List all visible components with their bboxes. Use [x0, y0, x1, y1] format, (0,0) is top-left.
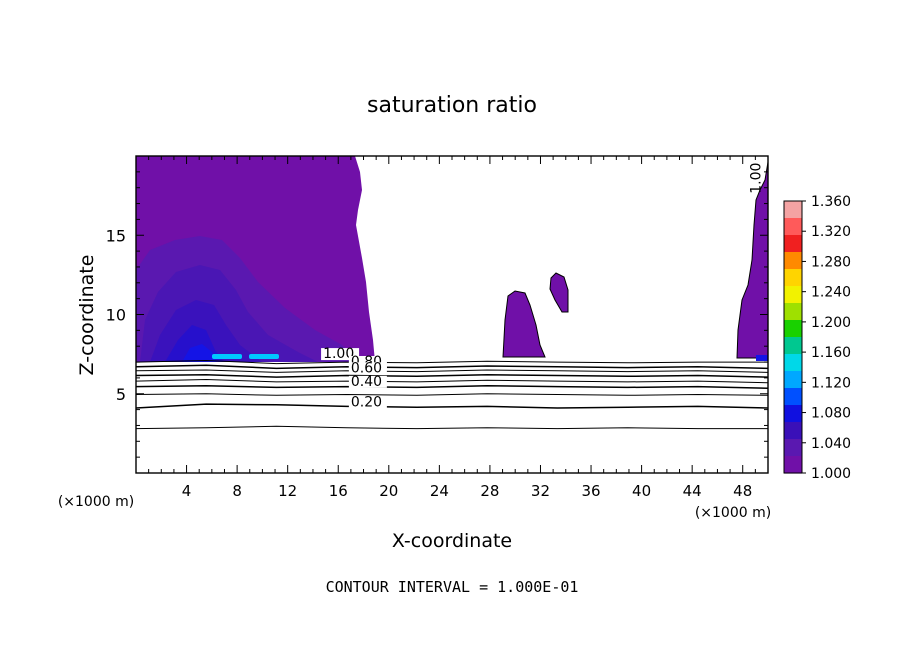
contour-lines	[136, 359, 768, 430]
x-tick-label: 32	[531, 482, 550, 500]
x-tick-label: 36	[581, 482, 600, 500]
y-tick-label: 5	[116, 385, 126, 404]
colorbar-swatch	[784, 201, 802, 219]
y-unit-label: (×1000 m)	[58, 494, 134, 510]
region-left-cyan-2	[249, 354, 279, 359]
region-right-blue	[756, 355, 768, 361]
contour-label-bg	[348, 396, 387, 409]
x-tick-label: 24	[430, 482, 449, 500]
contour-line	[136, 364, 768, 370]
contour-line	[136, 425, 768, 430]
contour-label: 1.00	[748, 163, 764, 194]
x-axis-ticks: 4 8 12 16 20 24 28 32 36 40 44 48	[148, 156, 756, 500]
contour-label: 0.20	[351, 394, 382, 410]
contour-interval-label: CONTOUR INTERVAL = 1.000E-01	[326, 578, 579, 596]
colorbar-swatch	[784, 337, 802, 355]
x-tick-label: 40	[632, 482, 651, 500]
region-left-core	[182, 344, 216, 362]
colorbar-swatch	[784, 320, 802, 338]
colorbar-swatch	[784, 354, 802, 372]
contour-line	[136, 385, 768, 389]
x-tick-label: 8	[232, 482, 242, 500]
colorbar-label: 1.280	[811, 254, 851, 270]
colorbar-swatch	[784, 439, 802, 457]
contour-line	[136, 373, 768, 378]
colorbar-label: 1.120	[811, 375, 851, 391]
x-tick-label: 12	[278, 482, 297, 500]
plot-area: 1.000.800.600.400.201.00 4 8 12 16 20 24 28 32 3…	[106, 155, 769, 500]
colorbar: 1.360 1.320 1.280 1.240 1.200 1.160 1.120 1.080…	[783, 194, 851, 482]
colorbar-label: 1.080	[811, 406, 851, 422]
colorbar-swatch	[784, 218, 802, 236]
contour-label: 0.40	[351, 374, 382, 390]
colorbar-swatch	[784, 269, 802, 287]
colorbar-swatch	[784, 405, 802, 423]
colorbar-label: 1.160	[811, 345, 851, 361]
y-axis-ticks: 5 10 15	[106, 171, 768, 458]
colorbar-label: 1.000	[811, 466, 851, 482]
x-tick-label: 16	[329, 482, 348, 500]
y-tick-label: 15	[106, 226, 126, 245]
colorbar-labels: 1.360 1.320 1.280 1.240 1.200 1.160 1.120 1.080…	[802, 194, 851, 482]
region-plume-1	[502, 290, 546, 358]
colorbar-label: 1.240	[811, 285, 851, 301]
contour-label-bg	[348, 375, 387, 388]
contour-label: 0.60	[351, 360, 382, 376]
colorbar-frame	[783, 200, 803, 474]
x-unit-label: (×1000 m)	[695, 505, 771, 521]
x-tick-label: 4	[182, 482, 192, 500]
x-tick-label: 28	[480, 482, 499, 500]
x-tick-label: 48	[733, 482, 752, 500]
colorbar-swatch	[784, 235, 802, 253]
contour-line	[136, 359, 768, 365]
contour-line	[136, 378, 768, 384]
contour-label: 1.00	[323, 346, 354, 362]
colorbar-label: 1.360	[811, 194, 851, 210]
colorbar-swatch	[784, 252, 802, 270]
colorbar-swatch	[784, 422, 802, 440]
region-plume-2	[549, 272, 569, 313]
region-right-edge	[736, 161, 768, 359]
colorbar-label: 1.040	[811, 436, 851, 452]
contour-line	[136, 369, 768, 373]
y-tick-label: 10	[106, 306, 126, 325]
contour-line	[136, 403, 768, 409]
contour-labels: 1.000.800.600.400.201.00	[321, 163, 764, 410]
colorbar-swatches	[784, 201, 802, 474]
x-axis-label: X-coordinate	[392, 530, 512, 552]
colorbar-swatch	[784, 388, 802, 406]
x-tick-label: 44	[683, 482, 702, 500]
colorbar-swatch	[784, 371, 802, 389]
contour-label-bg	[348, 362, 387, 375]
colorbar-swatch	[784, 456, 802, 474]
colorbar-swatch	[784, 286, 802, 304]
colorbar-label: 1.200	[811, 315, 851, 331]
colorbar-label: 1.320	[811, 224, 851, 240]
region-left-cyan-1	[212, 354, 242, 359]
chart-title: saturation ratio	[367, 93, 537, 118]
y-axis-label: Z-coordinate	[76, 255, 98, 376]
contour-line	[136, 393, 768, 396]
x-tick-label: 20	[379, 482, 398, 500]
colorbar-swatch	[784, 303, 802, 321]
filled-regions	[136, 156, 768, 362]
